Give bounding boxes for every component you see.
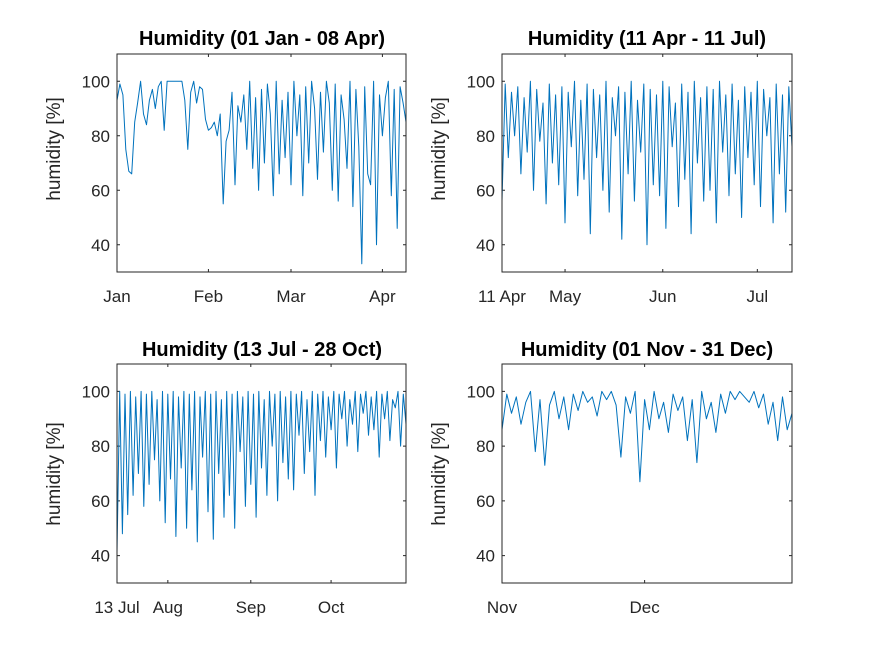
- plot-box: [116, 53, 407, 273]
- tick-labels: 40 60 80 100 Nov Dec: [467, 364, 792, 617]
- line-layer: [116, 80, 407, 265]
- x-tick-label: Feb: [194, 287, 223, 306]
- line-layer: [116, 390, 407, 553]
- tick-labels: 40 60 80 100 Jan Feb Mar Apr: [82, 54, 406, 306]
- subplot-title: Humidity (01 Jan - 08 Apr): [139, 28, 385, 50]
- plot-box: [501, 53, 793, 273]
- subplot-3: Humidity (13 Jul - 28 Oct) humidity [%] …: [44, 339, 407, 617]
- y-tick-label: 60: [476, 181, 495, 200]
- x-tick-label: Jul: [746, 287, 768, 306]
- y-axis-label: humidity [%]: [44, 422, 65, 525]
- x-tick-label: 11 Apr: [478, 287, 526, 306]
- y-tick-label: 100: [82, 72, 110, 91]
- x-tick-label: May: [549, 287, 582, 306]
- x-tick-label: Jun: [649, 287, 676, 306]
- subplot-title: Humidity (11 Apr - 11 Jul): [528, 28, 766, 50]
- series-line: [116, 80, 407, 265]
- tick-labels: 40 60 80 100 13 Jul Aug Sep Oct: [82, 364, 406, 617]
- x-tick-label: 13 Jul: [94, 598, 139, 617]
- series-line: [501, 390, 793, 483]
- y-tick-label: 80: [91, 437, 110, 456]
- y-tick-label: 40: [476, 547, 495, 566]
- y-tick-label: 40: [91, 236, 110, 255]
- y-tick-label: 80: [476, 127, 495, 146]
- subplot-title: Humidity (01 Nov - 31 Dec): [521, 339, 773, 361]
- y-tick-label: 60: [476, 492, 495, 511]
- y-tick-label: 60: [91, 492, 110, 511]
- y-axis-label: humidity [%]: [429, 422, 450, 525]
- subplot-2: Humidity (11 Apr - 11 Jul) humidity [%] …: [429, 28, 793, 306]
- subplot-title: Humidity (13 Jul - 28 Oct): [142, 339, 382, 361]
- y-tick-label: 40: [476, 236, 495, 255]
- y-axis-label: humidity [%]: [44, 97, 65, 200]
- y-tick-label: 60: [91, 181, 110, 200]
- y-tick-label: 80: [476, 437, 495, 456]
- y-axis-label: humidity [%]: [429, 97, 450, 200]
- x-tick-label: Oct: [318, 598, 345, 617]
- x-tick-label: Aug: [153, 598, 183, 617]
- x-tick-label: Dec: [630, 598, 661, 617]
- line-layer: [501, 80, 793, 246]
- subplot-1: Humidity (01 Jan - 08 Apr) humidity [%] …: [44, 28, 407, 306]
- series-line: [116, 390, 407, 553]
- tick-labels: 40 60 80 100 11 Apr May Jun Jul: [467, 54, 792, 306]
- line-layer: [501, 390, 793, 483]
- plot-box: [501, 363, 793, 584]
- y-tick-label: 40: [91, 547, 110, 566]
- series-line: [501, 80, 793, 246]
- y-tick-label: 100: [467, 72, 495, 91]
- x-tick-label: Jan: [103, 287, 130, 306]
- plot-box: [116, 363, 407, 584]
- x-tick-label: Sep: [236, 598, 266, 617]
- y-tick-label: 100: [467, 382, 495, 401]
- y-tick-label: 100: [82, 382, 110, 401]
- subplot-4: Humidity (01 Nov - 31 Dec) humidity [%] …: [429, 339, 793, 617]
- x-tick-label: Nov: [487, 598, 518, 617]
- x-tick-label: Apr: [369, 287, 396, 306]
- x-tick-label: Mar: [276, 287, 306, 306]
- y-tick-label: 80: [91, 127, 110, 146]
